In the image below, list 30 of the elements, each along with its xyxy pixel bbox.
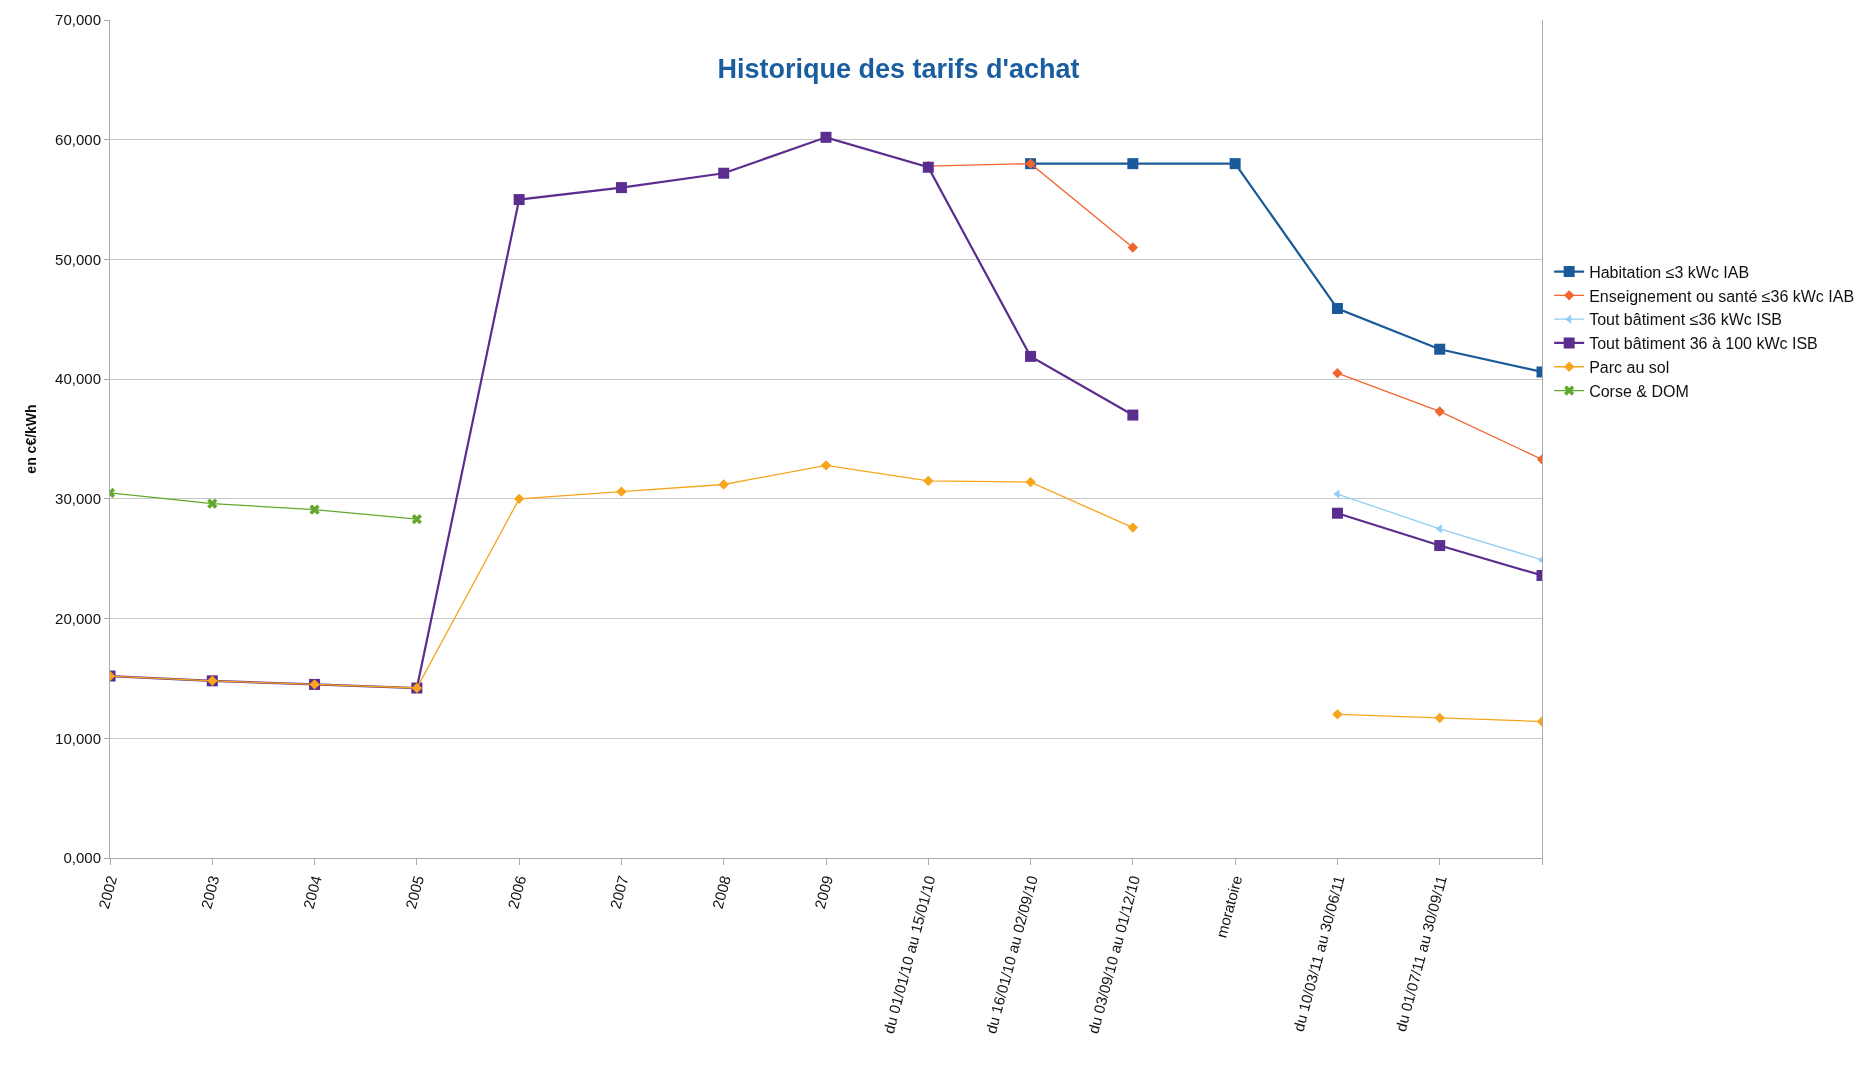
y-tick-label: 40,000: [55, 370, 101, 388]
x-tick-label: 2009: [811, 873, 837, 911]
text: Historique des tarifs d'achat: [717, 54, 1080, 85]
y-tick-label: 0,000: [63, 849, 101, 867]
x-tick-label: 2005: [401, 873, 427, 911]
legend-label: Corse & DOM: [1589, 382, 1689, 400]
legend-label: Habitation ≤3 kWc IAB: [1589, 263, 1750, 281]
y-tick-label: 20,000: [55, 609, 101, 627]
legend-label: Tout bâtiment 36 à 100 kWc ISB: [1589, 335, 1818, 353]
y-tick-label: 10,000: [55, 729, 101, 747]
x-tick-label: 2008: [708, 873, 734, 911]
x-tick-label: 2002: [95, 873, 121, 911]
x-tick-label: moratoire: [1212, 873, 1246, 940]
x-tick-label: 2003: [197, 873, 223, 911]
x-tick-label: du 16/01/10 au 02/09/10: [982, 873, 1041, 1036]
x-tick-label: du 10/03/11 au 30/06/11: [1289, 873, 1348, 1034]
legend-label: Tout bâtiment ≤36 kWc ISB: [1589, 311, 1783, 329]
x-tick-label: 2004: [299, 873, 325, 911]
legend-label: Enseignement ou santé ≤36 kWc IAB: [1589, 287, 1855, 305]
legend-label: Parc au sol: [1589, 358, 1670, 376]
x-tick-label: 2007: [606, 873, 632, 911]
y-tick-label: 30,000: [55, 490, 101, 508]
y-axis-title: en c€/kWh: [22, 404, 39, 474]
y-tick-label: 70,000: [55, 11, 101, 29]
y-tick-label: 50,000: [55, 250, 101, 268]
x-tick-label: du 01/07/11 au 30/09/11: [1391, 873, 1450, 1034]
y-tick-label: 60,000: [55, 130, 101, 148]
x-tick-label: du 03/09/10 au 01/12/10: [1084, 873, 1143, 1036]
x-tick-label: 2006: [504, 873, 530, 911]
x-tick-label: du 01/01/10 au 15/01/10: [879, 873, 939, 1036]
